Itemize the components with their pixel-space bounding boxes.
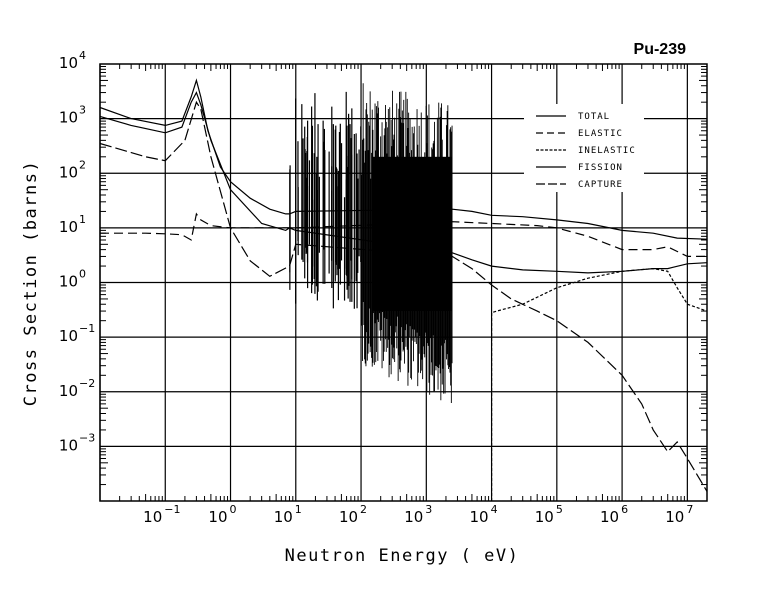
x-tick-exponent: 3 <box>425 503 432 516</box>
x-tick-label: 10 7 <box>665 503 693 526</box>
y-tick-exponent: −2 <box>79 377 95 390</box>
y-tick-base: 10 <box>59 382 78 400</box>
x-tick-label: 10 3 <box>404 503 432 526</box>
legend-label: TOTAL <box>578 112 610 122</box>
y-tick-label: 10 4 <box>59 49 86 72</box>
minor-ticks <box>100 64 707 501</box>
y-tick-label: 10 2 <box>59 158 86 181</box>
legend-background <box>524 104 644 192</box>
x-tick-base: 10 <box>404 508 423 526</box>
legend-item: CAPTURE <box>536 180 623 190</box>
legend: TOTAL ELASTIC INELASTIC FISSION CAPTURE <box>524 104 644 192</box>
legend-label: ELASTIC <box>578 129 623 139</box>
x-tick-exponent: 1 <box>295 503 302 516</box>
series-total <box>99 78 708 240</box>
resonance-core <box>372 156 453 312</box>
y-tick-base: 10 <box>59 163 78 181</box>
y-tick-exponent: 2 <box>79 158 86 171</box>
x-tick-label: 10 0 <box>208 503 236 526</box>
y-tick-exponent: 1 <box>79 213 86 226</box>
series-fission <box>99 91 708 274</box>
x-tick-label: 10 4 <box>469 503 497 526</box>
y-tick-exponent: −1 <box>79 322 95 335</box>
x-tick-label: 10 2 <box>339 503 367 526</box>
legend-item: ELASTIC <box>536 129 623 139</box>
legend-label: CAPTURE <box>578 180 623 190</box>
resonance-region <box>289 83 453 403</box>
y-tick-base: 10 <box>59 54 78 72</box>
y-tick-exponent: 4 <box>79 49 86 62</box>
y-tick-base: 10 <box>59 273 78 291</box>
x-tick-labels: 10 −1 10 0 10 1 10 2 10 3 10 4 10 5 10 6 10 7 <box>143 503 693 526</box>
x-tick-base: 10 <box>208 508 227 526</box>
legend-item: FISSION <box>536 163 623 173</box>
y-tick-base: 10 <box>59 436 78 454</box>
y-tick-base: 10 <box>59 109 78 127</box>
series-capture <box>99 100 708 492</box>
x-tick-label: 10 1 <box>274 503 302 526</box>
x-tick-exponent: −1 <box>164 503 180 516</box>
x-tick-exponent: 5 <box>556 503 563 516</box>
y-tick-label: 10 0 <box>59 268 86 291</box>
x-tick-label: 10 5 <box>535 503 563 526</box>
legend-item: TOTAL <box>536 112 610 122</box>
legend-label: FISSION <box>578 163 623 173</box>
y-tick-label: 10 −2 <box>59 377 95 400</box>
y-tick-exponent: 3 <box>79 104 86 117</box>
series-inelastic <box>491 267 708 501</box>
x-tick-base: 10 <box>339 508 358 526</box>
series-lines <box>99 78 708 501</box>
x-tick-exponent: 2 <box>360 503 367 516</box>
x-tick-base: 10 <box>600 508 619 526</box>
x-tick-exponent: 4 <box>491 503 498 516</box>
x-tick-exponent: 0 <box>230 503 237 516</box>
y-tick-label: 10 −1 <box>59 322 95 345</box>
x-tick-exponent: 7 <box>686 503 693 516</box>
x-axis-title: Neutron Energy ( eV) <box>285 546 520 566</box>
x-tick-label: 10 −1 <box>143 503 180 526</box>
y-tick-base: 10 <box>59 327 78 345</box>
y-tick-base: 10 <box>59 218 78 236</box>
x-tick-label: 10 6 <box>600 503 628 526</box>
legend-label: INELASTIC <box>578 146 636 156</box>
y-tick-label: 10 3 <box>59 104 86 127</box>
legend-item: INELASTIC <box>536 146 636 156</box>
y-tick-label: 10 −3 <box>59 431 95 454</box>
x-tick-exponent: 6 <box>621 503 628 516</box>
x-tick-base: 10 <box>469 508 488 526</box>
x-tick-base: 10 <box>143 508 162 526</box>
y-tick-label: 10 1 <box>59 213 86 236</box>
x-tick-base: 10 <box>665 508 684 526</box>
chart-title: Pu-239 <box>634 41 687 58</box>
x-tick-base: 10 <box>274 508 293 526</box>
y-tick-exponent: 0 <box>79 268 86 281</box>
y-tick-exponent: −3 <box>79 431 95 444</box>
plot-frame <box>99 63 708 502</box>
x-tick-base: 10 <box>535 508 554 526</box>
series-elastic <box>100 212 707 257</box>
y-axis-title: Cross Section (barns) <box>21 160 41 406</box>
